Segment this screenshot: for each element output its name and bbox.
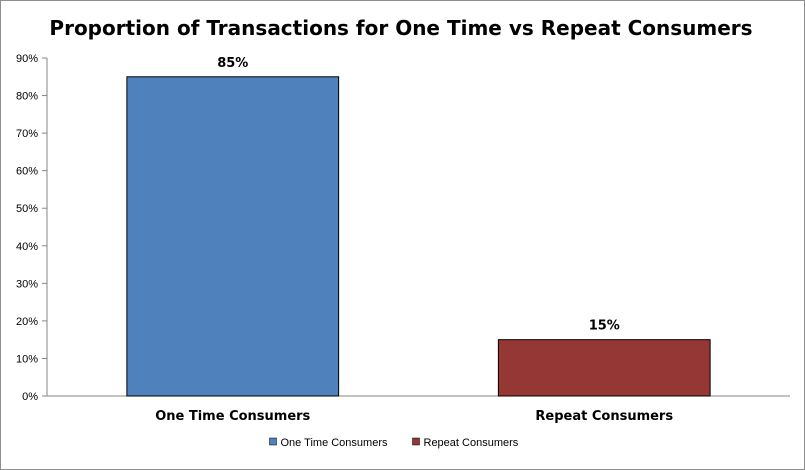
y-tick-label: 30% bbox=[16, 278, 38, 290]
y-tick-label: 20% bbox=[16, 316, 38, 328]
y-tick-label: 10% bbox=[16, 353, 38, 365]
data-label: 15% bbox=[589, 319, 620, 334]
y-tick-label: 50% bbox=[16, 203, 38, 215]
y-tick-label: 60% bbox=[16, 166, 38, 178]
y-tick-label: 0% bbox=[22, 391, 38, 403]
y-tick-label: 90% bbox=[16, 53, 38, 65]
y-tick-label: 70% bbox=[16, 128, 38, 140]
y-tick-label: 80% bbox=[16, 91, 38, 103]
y-tick-label: 40% bbox=[16, 241, 38, 253]
bar bbox=[126, 76, 340, 397]
chart-title: Proportion of Transactions for One Time … bbox=[49, 16, 752, 40]
legend-swatch bbox=[412, 437, 420, 446]
x-tick-label: Repeat Consumers bbox=[535, 409, 673, 424]
x-tick-label: One Time Consumers bbox=[155, 409, 310, 424]
data-label: 85% bbox=[217, 56, 248, 71]
legend-entry: Repeat Consumers bbox=[424, 437, 519, 449]
legend-entry: One Time Consumers bbox=[281, 437, 388, 449]
bar bbox=[497, 339, 711, 397]
legend: One Time Consumers Repeat Consumers bbox=[269, 437, 519, 449]
legend-swatch bbox=[269, 437, 277, 446]
bars: 85% One Time Consumers 15% Repeat Consumers bbox=[126, 56, 711, 424]
